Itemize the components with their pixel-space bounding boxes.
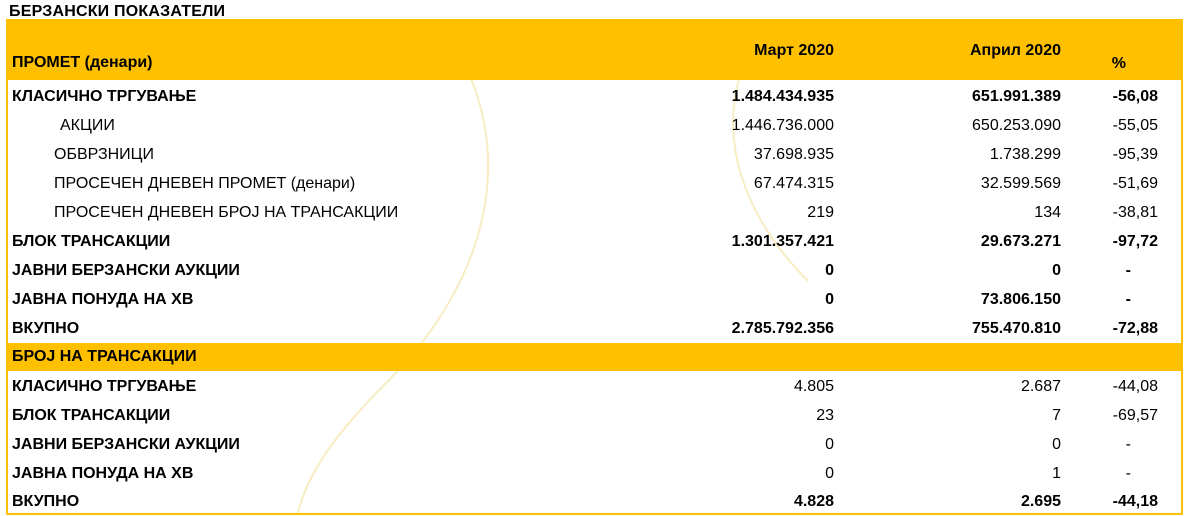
row-percent: -55,05 [1112,117,1158,134]
row-march: 4.805 [793,378,834,395]
row-percent: -97,72 [1112,233,1158,250]
row-label: БЛОК ТРАНСАКЦИИ [12,407,171,424]
row-march: 0 [825,436,834,453]
row-april: 1.738.299 [989,146,1061,163]
row-april: 134 [1034,204,1061,221]
row-label: КЛАСИЧНО ТРГУВАЊЕ [12,378,197,395]
row-april: 2.687 [1020,378,1061,395]
row-march: 67.474.315 [753,175,834,192]
row-label: ОБВРЗНИЦИ [54,146,154,163]
table-row-tx-classic-trading: КЛАСИЧНО ТРГУВАЊЕ 4.805 2.687 -44,08 [8,373,1181,402]
row-label: БЛОК ТРАНСАКЦИИ [12,233,171,250]
table-row-total: ВКУПНО 2.785.792.356 755.470.810 -72,88 [8,314,1181,343]
row-percent: -72,88 [1112,320,1158,337]
row-april: 0 [1052,436,1061,453]
row-april: 755.470.810 [972,320,1061,337]
header-april: Април 2020 [969,42,1061,59]
row-percent: -69,57 [1112,407,1158,424]
row-label: ПРОСЕЧЕН ДНЕВЕН БРОЈ НА ТРАНСАКЦИИ [54,204,399,221]
row-percent: -38,81 [1112,204,1158,221]
row-percent: -44,18 [1112,493,1158,510]
row-label: ПРОСЕЧЕН ДНЕВЕН ПРОМЕТ (денари) [54,175,356,192]
row-april: 2.695 [1020,493,1061,510]
page-title: БЕРЗАНСКИ ПОКАЗАТЕЛИ [9,3,226,20]
row-label: АКЦИИ [60,117,115,134]
table-row-public-offering: ЈАВНА ПОНУДА НА ХВ 0 73.806.150 - [8,285,1181,314]
header-percent: % [1111,55,1126,72]
table-row-tx-public-offering: ЈАВНА ПОНУДА НА ХВ 0 1 - [8,460,1181,489]
row-march: 0 [825,465,834,482]
indicators-table: ПРОМЕТ (денари) Март 2020 Април 2020 % К… [6,19,1183,515]
row-march: 4.828 [793,493,834,510]
row-percent: - [1125,436,1131,453]
row-label: ЈАВНА ПОНУДА НА ХВ [12,291,194,308]
row-label: ЈАВНИ БЕРЗАНСКИ АУКЦИИ [12,436,240,453]
row-march: 1.446.736.000 [731,117,834,134]
table-row-bonds: ОБВРЗНИЦИ 37.698.935 1.738.299 -95,39 [8,140,1181,169]
header-label: ПРОМЕТ (денари) [12,54,153,71]
header-march: Март 2020 [754,42,834,59]
row-percent: - [1125,291,1131,308]
row-label: ВКУПНО [12,493,80,510]
row-march: 2.785.792.356 [731,320,834,337]
row-april: 73.806.150 [980,291,1061,308]
table-row-public-auctions: ЈАВНИ БЕРЗАНСКИ АУКЦИИ 0 0 - [8,256,1181,285]
row-march: 0 [825,291,834,308]
row-percent: - [1125,465,1131,482]
section-title: БРОЈ НА ТРАНСАКЦИИ [12,348,197,365]
table-row-avg-daily-transactions: ПРОСЕЧЕН ДНЕВЕН БРОЈ НА ТРАНСАКЦИИ 219 1… [8,198,1181,227]
row-march: 0 [825,262,834,279]
row-march: 1.301.357.421 [731,233,834,250]
row-april: 7 [1052,407,1061,424]
table-row-tx-auctions: ЈАВНИ БЕРЗАНСКИ АУКЦИИ 0 0 - [8,431,1181,460]
header-row: ПРОМЕТ (денари) Март 2020 Април 2020 % [8,21,1181,80]
table-row-shares: АКЦИИ 1.446.736.000 650.253.090 -55,05 [8,111,1181,140]
row-label: КЛАСИЧНО ТРГУВАЊЕ [12,88,197,105]
row-march: 1.484.434.935 [731,88,834,105]
row-march: 219 [807,204,834,221]
table-row-tx-total: ВКУПНО 4.828 2.695 -44,18 [8,487,1181,513]
row-label: ЈАВНИ БЕРЗАНСКИ АУКЦИИ [12,262,240,279]
row-april: 32.599.569 [980,175,1061,192]
table-row-tx-block: БЛОК ТРАНСАКЦИИ 23 7 -69,57 [8,402,1181,431]
row-percent: -51,69 [1112,175,1158,192]
row-percent: -44,08 [1112,378,1158,395]
table-row-block-transactions: БЛОК ТРАНСАКЦИИ 1.301.357.421 29.673.271… [8,227,1181,256]
row-april: 0 [1052,262,1061,279]
row-percent: -95,39 [1112,146,1158,163]
row-march: 37.698.935 [753,146,834,163]
table-row-avg-daily-turnover: ПРОСЕЧЕН ДНЕВЕН ПРОМЕТ (денари) 67.474.3… [8,169,1181,198]
row-april: 29.673.271 [980,233,1061,250]
row-label: ЈАВНА ПОНУДА НА ХВ [12,465,194,482]
row-march: 23 [816,407,834,424]
table-row-classic-trading: КЛАСИЧНО ТРГУВАЊЕ 1.484.434.935 651.991.… [8,82,1181,111]
row-april: 1 [1052,465,1061,482]
row-percent: - [1125,262,1131,279]
row-april: 650.253.090 [972,117,1061,134]
transactions-section-header: БРОЈ НА ТРАНСАКЦИИ [8,343,1181,371]
row-label: ВКУПНО [12,320,80,337]
row-april: 651.991.389 [972,88,1061,105]
row-percent: -56,08 [1112,88,1158,105]
